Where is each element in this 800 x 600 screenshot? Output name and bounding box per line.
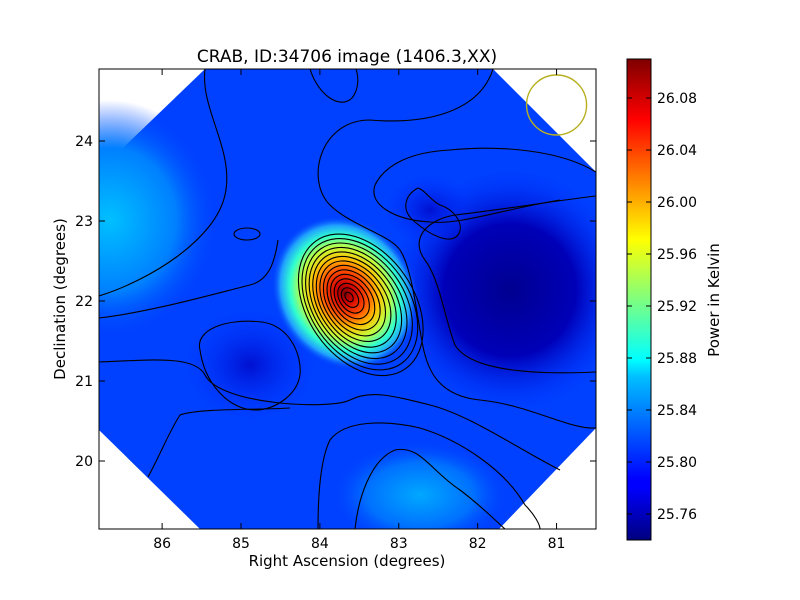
- contour-line: [99, 239, 279, 319]
- x-tick-label: 83: [390, 536, 408, 552]
- colorbar-tick-label: 25.88: [657, 351, 697, 367]
- colorbar-tick-label: 26.00: [657, 195, 697, 211]
- peak-contour: [315, 255, 397, 348]
- y-ticks: 20 21 22 23 24: [75, 134, 596, 470]
- x-ticks: 86 85 84 83 82 81: [153, 69, 565, 552]
- peak-contour: [337, 282, 365, 314]
- contour-line: [147, 407, 291, 478]
- contour-line: [99, 359, 561, 471]
- colorbar-gradient: [626, 58, 652, 541]
- bright-region-left: [99, 100, 220, 340]
- colorbar-tick-label: 26.08: [657, 91, 697, 107]
- colorbar-tick-label: 25.84: [657, 403, 697, 419]
- contour-line: [198, 320, 301, 411]
- y-tick-label: 24: [75, 134, 93, 150]
- contour-line: [233, 227, 261, 241]
- peak-contour: [301, 237, 419, 371]
- plot-frame: [98, 68, 597, 530]
- contour-line: [418, 195, 596, 374]
- y-tick-label: 20: [75, 454, 93, 470]
- x-tick-label: 82: [469, 536, 487, 552]
- peak-contour: [319, 260, 392, 343]
- peak-contour: [333, 278, 370, 320]
- y-tick-label: 21: [75, 374, 93, 390]
- dark-region-notch: [385, 175, 475, 245]
- contour-line: [373, 147, 596, 223]
- x-tick-label: 86: [153, 536, 171, 552]
- x-tick-label: 85: [232, 536, 250, 552]
- dark-region-south: [185, 310, 315, 420]
- contour-line: [317, 69, 596, 429]
- x-tick-label: 81: [548, 536, 566, 552]
- colorbar-tick-label: 25.80: [657, 455, 697, 471]
- map-area: [99, 69, 596, 529]
- contour-line: [317, 422, 541, 529]
- colorbar-ticks: 25.76 25.80 25.84 25.88 25.92 25.96 26.00 26.04…: [627, 91, 697, 523]
- contour-line: [405, 187, 461, 240]
- colorbar-tick-label: 25.92: [657, 299, 697, 315]
- colorbar-tick-label: 26.04: [657, 143, 697, 159]
- beam-marker-circle: [525, 74, 588, 136]
- peak-contour: [308, 246, 408, 360]
- colorbar-label: Power in Kelvin: [705, 243, 723, 357]
- peak-contour: [326, 269, 381, 331]
- peak-contour: [305, 242, 413, 365]
- peak-contour: [330, 273, 376, 325]
- contour-line: [309, 69, 359, 103]
- y-tick-label: 23: [75, 214, 93, 230]
- colorbar: 25.76 25.80 25.84 25.88 25.92 25.96 26.00 26.04…: [626, 58, 723, 541]
- peak-contour: [340, 287, 360, 308]
- map-image: [99, 69, 596, 529]
- peak-contour: [297, 233, 424, 377]
- bright-region-bottom: [330, 440, 510, 529]
- colorbar-tick-label: 25.96: [657, 247, 697, 263]
- y-axis-label: Declination (degrees): [51, 218, 69, 380]
- contours: [99, 69, 596, 529]
- peak-contour: [322, 264, 387, 337]
- x-axis-label: Right Ascension (degrees): [249, 552, 446, 570]
- x-tick-label: 84: [311, 536, 329, 552]
- peak-contour: [312, 251, 403, 354]
- peak-contour: [344, 291, 354, 303]
- contour-line: [99, 69, 228, 297]
- chart-title: CRAB, ID:34706 image (1406.3,XX): [197, 47, 497, 67]
- peak-contours: [297, 233, 424, 377]
- y-tick-label: 22: [75, 294, 93, 310]
- colorbar-tick-label: 25.76: [657, 507, 697, 523]
- contour-line: [354, 448, 506, 529]
